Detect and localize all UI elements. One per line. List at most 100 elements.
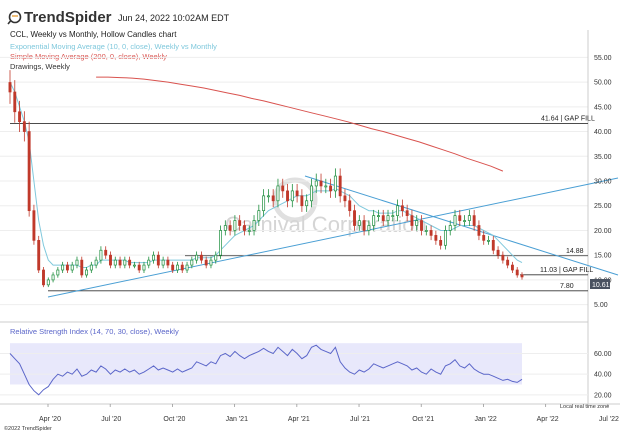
candle-body	[467, 215, 471, 221]
indicator-ema-label[interactable]: Exponential Moving Average (10, 0, close…	[10, 42, 217, 51]
candle-body	[353, 210, 356, 226]
header: TrendSpider Jun 24, 2022 10:02AM EDT CCL…	[7, 9, 230, 71]
price-tick-label: 15.00	[594, 253, 612, 260]
candle-body	[372, 215, 376, 226]
candle-body	[247, 230, 251, 232]
candle-body	[362, 220, 366, 231]
candle-body	[252, 220, 256, 231]
candle-body	[8, 82, 12, 93]
candle-body	[214, 254, 218, 261]
time-tick-label: Oct '20	[163, 416, 185, 423]
time-tick-label: Apr '22	[537, 416, 559, 423]
indicator-sma-label[interactable]: Simple Moving Average (200, 0, close), W…	[10, 52, 167, 61]
sma-200-line	[96, 76, 504, 172]
time-tick-label: Jan '22	[474, 416, 496, 423]
level-label: 11.03 | GAP FILL	[540, 267, 593, 274]
rsi-tick-label: 40.00	[594, 372, 612, 379]
candle-body	[424, 230, 428, 232]
trendspider-logo-icon	[7, 10, 22, 25]
rsi-label[interactable]: Relative Strength Index (14, 70, 30, clo…	[10, 327, 179, 336]
price-tick-label: 50.00	[594, 80, 612, 87]
candle-body	[443, 230, 447, 246]
candle-body	[333, 175, 337, 192]
candle-body	[286, 190, 289, 202]
candle-body	[310, 185, 313, 202]
time-tick-label: Apr '21	[288, 416, 310, 423]
candle-body	[281, 185, 285, 192]
time-tick-label: Jul '21	[350, 416, 370, 423]
rsi-tick-label: 60.00	[594, 351, 612, 358]
candle-body	[142, 264, 146, 271]
candle-body	[37, 239, 41, 271]
candle-body	[266, 195, 270, 198]
candle-body	[506, 259, 510, 266]
candle-body	[448, 225, 452, 231]
candle-body	[300, 195, 304, 207]
candle-body	[396, 205, 400, 216]
candle-body	[89, 264, 93, 271]
candle-body	[27, 131, 31, 212]
time-tick-label: Jul '22	[599, 416, 619, 423]
time-tick-label: Jul '20	[101, 416, 121, 423]
candle-body	[118, 259, 122, 266]
chart-grid	[0, 30, 589, 405]
candle-body	[410, 215, 414, 226]
timezone-note: Local real time zone	[560, 404, 609, 410]
candle-body	[156, 254, 160, 266]
indicator-drawings-label[interactable]: Drawings, Weekly	[10, 62, 70, 71]
candle-body	[496, 249, 500, 256]
candle-body	[180, 264, 184, 271]
candle-body	[482, 235, 486, 241]
candle-body	[400, 205, 404, 212]
candle-body	[487, 239, 490, 242]
candle-body	[209, 259, 213, 266]
price-tick-label: 25.00	[594, 203, 612, 210]
candle-body	[429, 230, 433, 236]
candle-body	[113, 259, 117, 266]
last-price-value: 10.61	[592, 282, 610, 289]
candle-body	[18, 111, 22, 123]
candle-body	[128, 259, 132, 266]
time-tick-label: Oct '21	[412, 416, 434, 423]
time-axis: Apr '20 Jul '20 Oct '20 Jan '21 Apr '21 Jul '…	[0, 403, 620, 423]
price-tick-label: 55.00	[594, 55, 612, 62]
candle-body	[420, 220, 423, 231]
price-tick-label: 20.00	[594, 228, 612, 235]
candle-body	[32, 210, 36, 241]
candle-body	[348, 200, 352, 212]
candle-body	[195, 254, 199, 261]
candle-body	[290, 190, 294, 202]
candle-body	[204, 259, 208, 266]
candle-body	[161, 259, 165, 266]
candle-body	[243, 225, 246, 231]
time-tick-label: Jan '21	[226, 416, 248, 423]
candle-body	[80, 259, 84, 276]
candle-body	[233, 220, 237, 231]
candle-body	[166, 259, 170, 266]
candle-body	[56, 269, 60, 276]
candle-body	[13, 91, 17, 113]
candle-body	[405, 210, 409, 216]
price-tick-label: 45.00	[594, 104, 612, 111]
candle-body	[132, 264, 136, 267]
candle-body	[477, 225, 481, 236]
candle-body	[22, 121, 26, 132]
candle-body	[472, 215, 476, 226]
candle-body	[199, 254, 203, 261]
candle-body	[238, 220, 242, 226]
candle-body	[185, 264, 189, 271]
level-label: 41.64 | GAP FILL	[541, 115, 595, 122]
candle-body	[75, 259, 79, 266]
rising-trendline[interactable]	[47, 177, 619, 298]
candle-body	[386, 215, 390, 221]
candle-body	[415, 220, 419, 226]
chart-title: CCL, Weekly vs Monthly, Hollow Candles c…	[10, 30, 177, 39]
price-tick-label: 40.00	[594, 129, 612, 136]
candle-body	[223, 225, 227, 231]
price-tick-label: 30.00	[594, 179, 612, 186]
candle-body	[104, 249, 108, 256]
price-tick-label: 35.00	[594, 154, 612, 161]
horizontal-levels: 41.64 | GAP FILL 14.88 11.03 | GAP FILL 7.8…	[10, 115, 595, 292]
candle-body	[171, 264, 175, 271]
